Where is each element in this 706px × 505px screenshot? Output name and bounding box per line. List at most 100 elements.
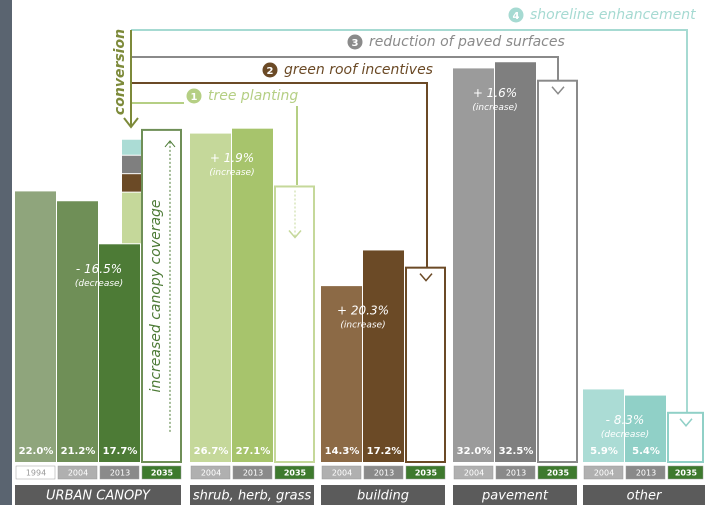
year-label: 2035: [547, 469, 570, 478]
bar: [495, 62, 536, 462]
projection-arrowhead: [419, 273, 433, 282]
year-label: 1994: [26, 469, 46, 478]
year-label: 2035: [675, 469, 698, 478]
step-number: 2: [267, 66, 274, 77]
value-label: 17.2%: [367, 446, 402, 457]
projection-arrowhead: [164, 140, 176, 148]
change-label: + 20.3%: [337, 304, 389, 318]
category-label: building: [357, 489, 409, 504]
projected-bar: [405, 266, 446, 463]
year-box: [141, 465, 182, 480]
change-label: - 8.3%: [606, 413, 645, 427]
bar: [57, 201, 98, 463]
category-box: [583, 485, 705, 505]
bracket-line: [131, 29, 688, 413]
year-label: 2013: [636, 469, 656, 478]
step-circle: [262, 62, 278, 78]
year-box: [583, 465, 624, 480]
projected-bar: [667, 411, 704, 463]
conversion-segment: [122, 155, 141, 174]
annotation-label: green roof incentives: [284, 62, 433, 78]
label-bg: [506, 5, 706, 25]
year-box: [99, 465, 140, 480]
value-label: 27.1%: [236, 446, 271, 457]
value-label: 17.7%: [103, 446, 138, 457]
year-box: [321, 465, 362, 480]
change-note: (decrease): [75, 279, 123, 289]
conversion-segment: [122, 174, 141, 192]
bar: [583, 389, 624, 462]
year-label: 2004: [464, 469, 484, 478]
bracket-line: [131, 82, 428, 268]
category-label: other: [627, 489, 663, 504]
annotation-label: shoreline enhancement: [530, 7, 696, 23]
projected-bar: [537, 79, 578, 463]
value-label: 14.3%: [325, 446, 360, 457]
category-box: [190, 485, 314, 505]
step-number: 4: [513, 11, 520, 22]
year-box: [537, 465, 578, 480]
photo-strip: [0, 0, 12, 505]
bracket-line: [131, 56, 559, 80]
bar: [453, 68, 494, 463]
projected-bar: [141, 128, 182, 463]
label-bg: [260, 60, 463, 80]
bar: [625, 395, 666, 462]
label-bg: [345, 32, 597, 52]
step-circle: [186, 88, 202, 104]
annotation-label: tree planting: [208, 88, 298, 104]
conversion-arrow: [123, 117, 139, 129]
change-note: (increase): [472, 103, 517, 113]
change-label: - 16.5%: [76, 262, 122, 276]
change-note: (increase): [209, 168, 254, 178]
value-label: 32.5%: [499, 446, 534, 457]
year-box: [363, 465, 404, 480]
step-number: 1: [191, 92, 198, 103]
bar: [321, 286, 362, 462]
year-box: [453, 465, 494, 480]
label-bg: [184, 86, 321, 106]
bar: [232, 128, 273, 463]
year-label: 2013: [374, 469, 394, 478]
year-box: [274, 465, 315, 480]
change-label: + 1.6%: [473, 86, 517, 100]
conversion-label: conversion: [112, 29, 128, 115]
value-label: 5.9%: [590, 446, 618, 457]
bar: [99, 244, 140, 462]
year-box: [190, 465, 231, 480]
category-label: shrub, herb, grass: [193, 489, 312, 504]
year-label: 2035: [284, 469, 307, 478]
category-label: URBAN CANOPY: [46, 489, 151, 504]
year-label: 2004: [68, 469, 88, 478]
projection-arrowhead: [551, 86, 565, 95]
year-label: 2035: [415, 469, 438, 478]
change-note: (increase): [340, 321, 385, 331]
year-box: [405, 465, 446, 480]
year-box: [495, 465, 536, 480]
category-box: [453, 485, 577, 505]
year-box: [625, 465, 666, 480]
value-label: 21.2%: [61, 446, 96, 457]
category-box: [321, 485, 445, 505]
year-label: 2013: [506, 469, 526, 478]
year-label: 2004: [201, 469, 221, 478]
year-box: [15, 465, 56, 480]
conversion-segment: [122, 139, 141, 155]
annotation-label: reduction of paved surfaces: [369, 34, 565, 50]
year-label: 2013: [243, 469, 263, 478]
bar: [15, 191, 56, 462]
year-box: [667, 465, 704, 480]
year-box: [57, 465, 98, 480]
category-label: pavement: [481, 489, 549, 504]
step-number: 3: [352, 38, 359, 49]
year-label: 2035: [151, 469, 174, 478]
value-label: 32.0%: [457, 446, 492, 457]
value-label: 5.4%: [632, 446, 660, 457]
projection-arrowhead: [679, 418, 693, 427]
bar: [190, 133, 231, 462]
change-label: + 1.9%: [210, 151, 254, 165]
value-label: 26.7%: [194, 446, 229, 457]
bar: [363, 250, 404, 462]
conversion-segment: [122, 192, 141, 244]
